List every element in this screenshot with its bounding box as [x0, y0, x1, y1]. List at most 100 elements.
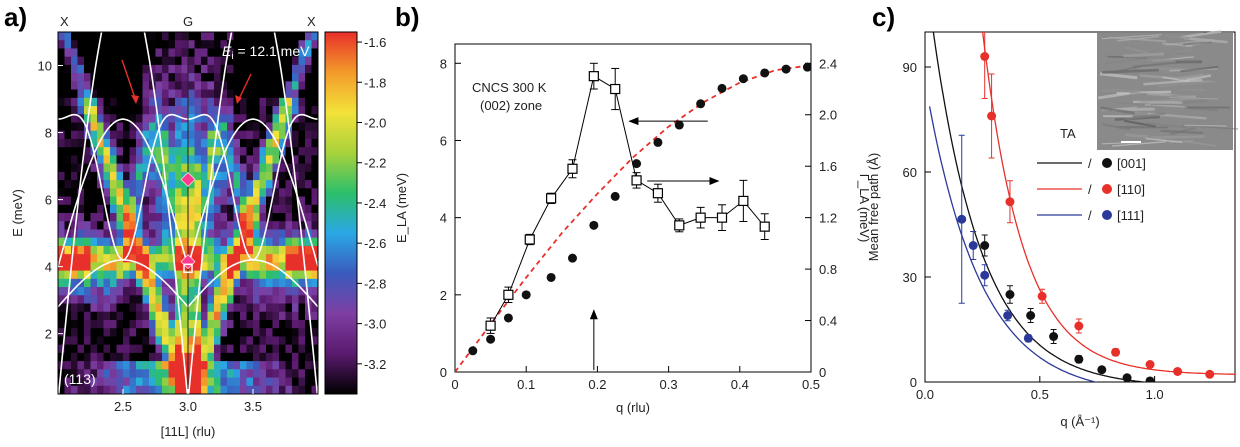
heatmap-cell — [91, 98, 98, 107]
heatmap-cell — [117, 147, 124, 156]
panel-b-y-left-label: E_LA (meV) — [394, 173, 409, 243]
heatmap-cell — [123, 180, 130, 189]
heatmap-cell — [208, 254, 215, 263]
heatmap-cell — [227, 254, 234, 263]
heatmap-cell — [214, 262, 221, 271]
heatmap-cell — [97, 271, 104, 280]
heatmap-cell — [162, 40, 169, 49]
heatmap-cell — [104, 147, 111, 156]
heatmap-cell — [214, 188, 221, 197]
heatmap-cell — [208, 369, 215, 378]
heatmap-cell — [65, 155, 72, 164]
heatmap-cell — [240, 131, 247, 140]
heatmap-cell — [188, 81, 195, 90]
heatmap-cell — [136, 386, 143, 395]
heatmap-cell — [240, 32, 247, 41]
colorbar-tick-label: -2.0 — [364, 116, 386, 131]
heatmap-cell — [286, 295, 293, 304]
heatmap-cell — [234, 287, 241, 296]
heatmap-cell — [240, 320, 247, 329]
mfp-point-[111] — [957, 215, 966, 224]
heatmap-cell — [279, 213, 286, 222]
heatmap-cell — [136, 254, 143, 263]
heatmap-cell — [266, 98, 273, 107]
heatmap-cell — [260, 369, 267, 378]
heatmap-cell — [65, 254, 72, 263]
heatmap-cell — [286, 188, 293, 197]
heatmap-cell — [91, 172, 98, 181]
panel-b-x-label: q (rlu) — [616, 400, 650, 415]
heatmap-cell — [273, 221, 280, 230]
heatmap-cell — [214, 312, 221, 321]
heatmap-cell — [58, 164, 65, 173]
heatmap-cell — [221, 369, 228, 378]
heatmap-cell — [292, 229, 299, 238]
heatmap-cell — [227, 353, 234, 362]
heatmap-cell — [130, 262, 137, 271]
heatmap-cell — [130, 197, 137, 206]
heatmap-cell — [208, 123, 215, 132]
heatmap-cell — [201, 98, 208, 107]
heatmap-cell — [149, 197, 156, 206]
heatmap-cell — [273, 147, 280, 156]
heatmap-cell — [188, 320, 195, 329]
heatmap-cell — [156, 40, 163, 49]
heatmap-cell — [201, 386, 208, 395]
heatmap-cell — [240, 221, 247, 230]
heatmap-cell — [260, 345, 267, 354]
heatmap-cell — [104, 106, 111, 115]
heatmap-cell — [299, 336, 306, 345]
heatmap-cell — [266, 188, 273, 197]
heatmap-cell — [130, 57, 137, 66]
heatmap-cell — [162, 304, 169, 313]
heatmap-cell — [156, 81, 163, 90]
heatmap-cell — [201, 139, 208, 148]
heatmap-cell — [123, 98, 130, 107]
panel-c-y-tick-label: 90 — [903, 60, 917, 75]
heatmap-cell — [169, 180, 176, 189]
heatmap-cell — [214, 369, 221, 378]
heatmap-cell — [162, 271, 169, 280]
heatmap-cell — [175, 32, 182, 41]
mfp-point-[111] — [1024, 334, 1033, 343]
heatmap-cell — [234, 164, 241, 173]
heatmap-cell — [260, 312, 267, 321]
heatmap-cell — [143, 106, 150, 115]
heatmap-cell — [104, 48, 111, 57]
heatmap-cell — [110, 188, 117, 197]
panel-c-label: c) — [872, 2, 895, 32]
heatmap-cell — [123, 106, 130, 115]
heatmap-cell — [260, 155, 267, 164]
heatmap-cell — [266, 378, 273, 387]
heatmap-cell — [247, 131, 254, 140]
heatmap-cell — [188, 123, 195, 132]
heatmap-cell — [130, 40, 137, 49]
heatmap-cell — [208, 320, 215, 329]
heatmap-cell — [305, 246, 312, 255]
heatmap-cell — [195, 353, 202, 362]
legend-label: [001] — [1117, 156, 1146, 171]
heatmap-cell — [260, 386, 267, 395]
heatmap-cell — [110, 361, 117, 370]
heatmap-x-label: [11L] (rlu) — [161, 424, 216, 439]
heatmap-cell — [110, 32, 117, 41]
heatmap-cell — [162, 48, 169, 57]
heatmap-cell — [305, 345, 312, 354]
heatmap-cell — [104, 90, 111, 99]
heatmap-cell — [227, 106, 234, 115]
heatmap-cell — [221, 238, 228, 247]
heatmap-cell — [240, 378, 247, 387]
panel-c-x-tick-label: 0.0 — [916, 387, 934, 402]
heatmap-cell — [260, 271, 267, 280]
mfp-point-[111] — [980, 271, 989, 280]
heatmap-cell — [299, 328, 306, 337]
heatmap-cell — [143, 279, 150, 288]
heatmap-cell — [123, 164, 130, 173]
panel-c-x-tick-label: 1.0 — [1146, 387, 1164, 402]
heatmap-cell — [260, 90, 267, 99]
heatmap-cell — [266, 279, 273, 288]
heatmap-cell — [156, 32, 163, 41]
heatmap-cell — [130, 172, 137, 181]
heatmap-cell — [221, 246, 228, 255]
heatmap-cell — [299, 81, 306, 90]
